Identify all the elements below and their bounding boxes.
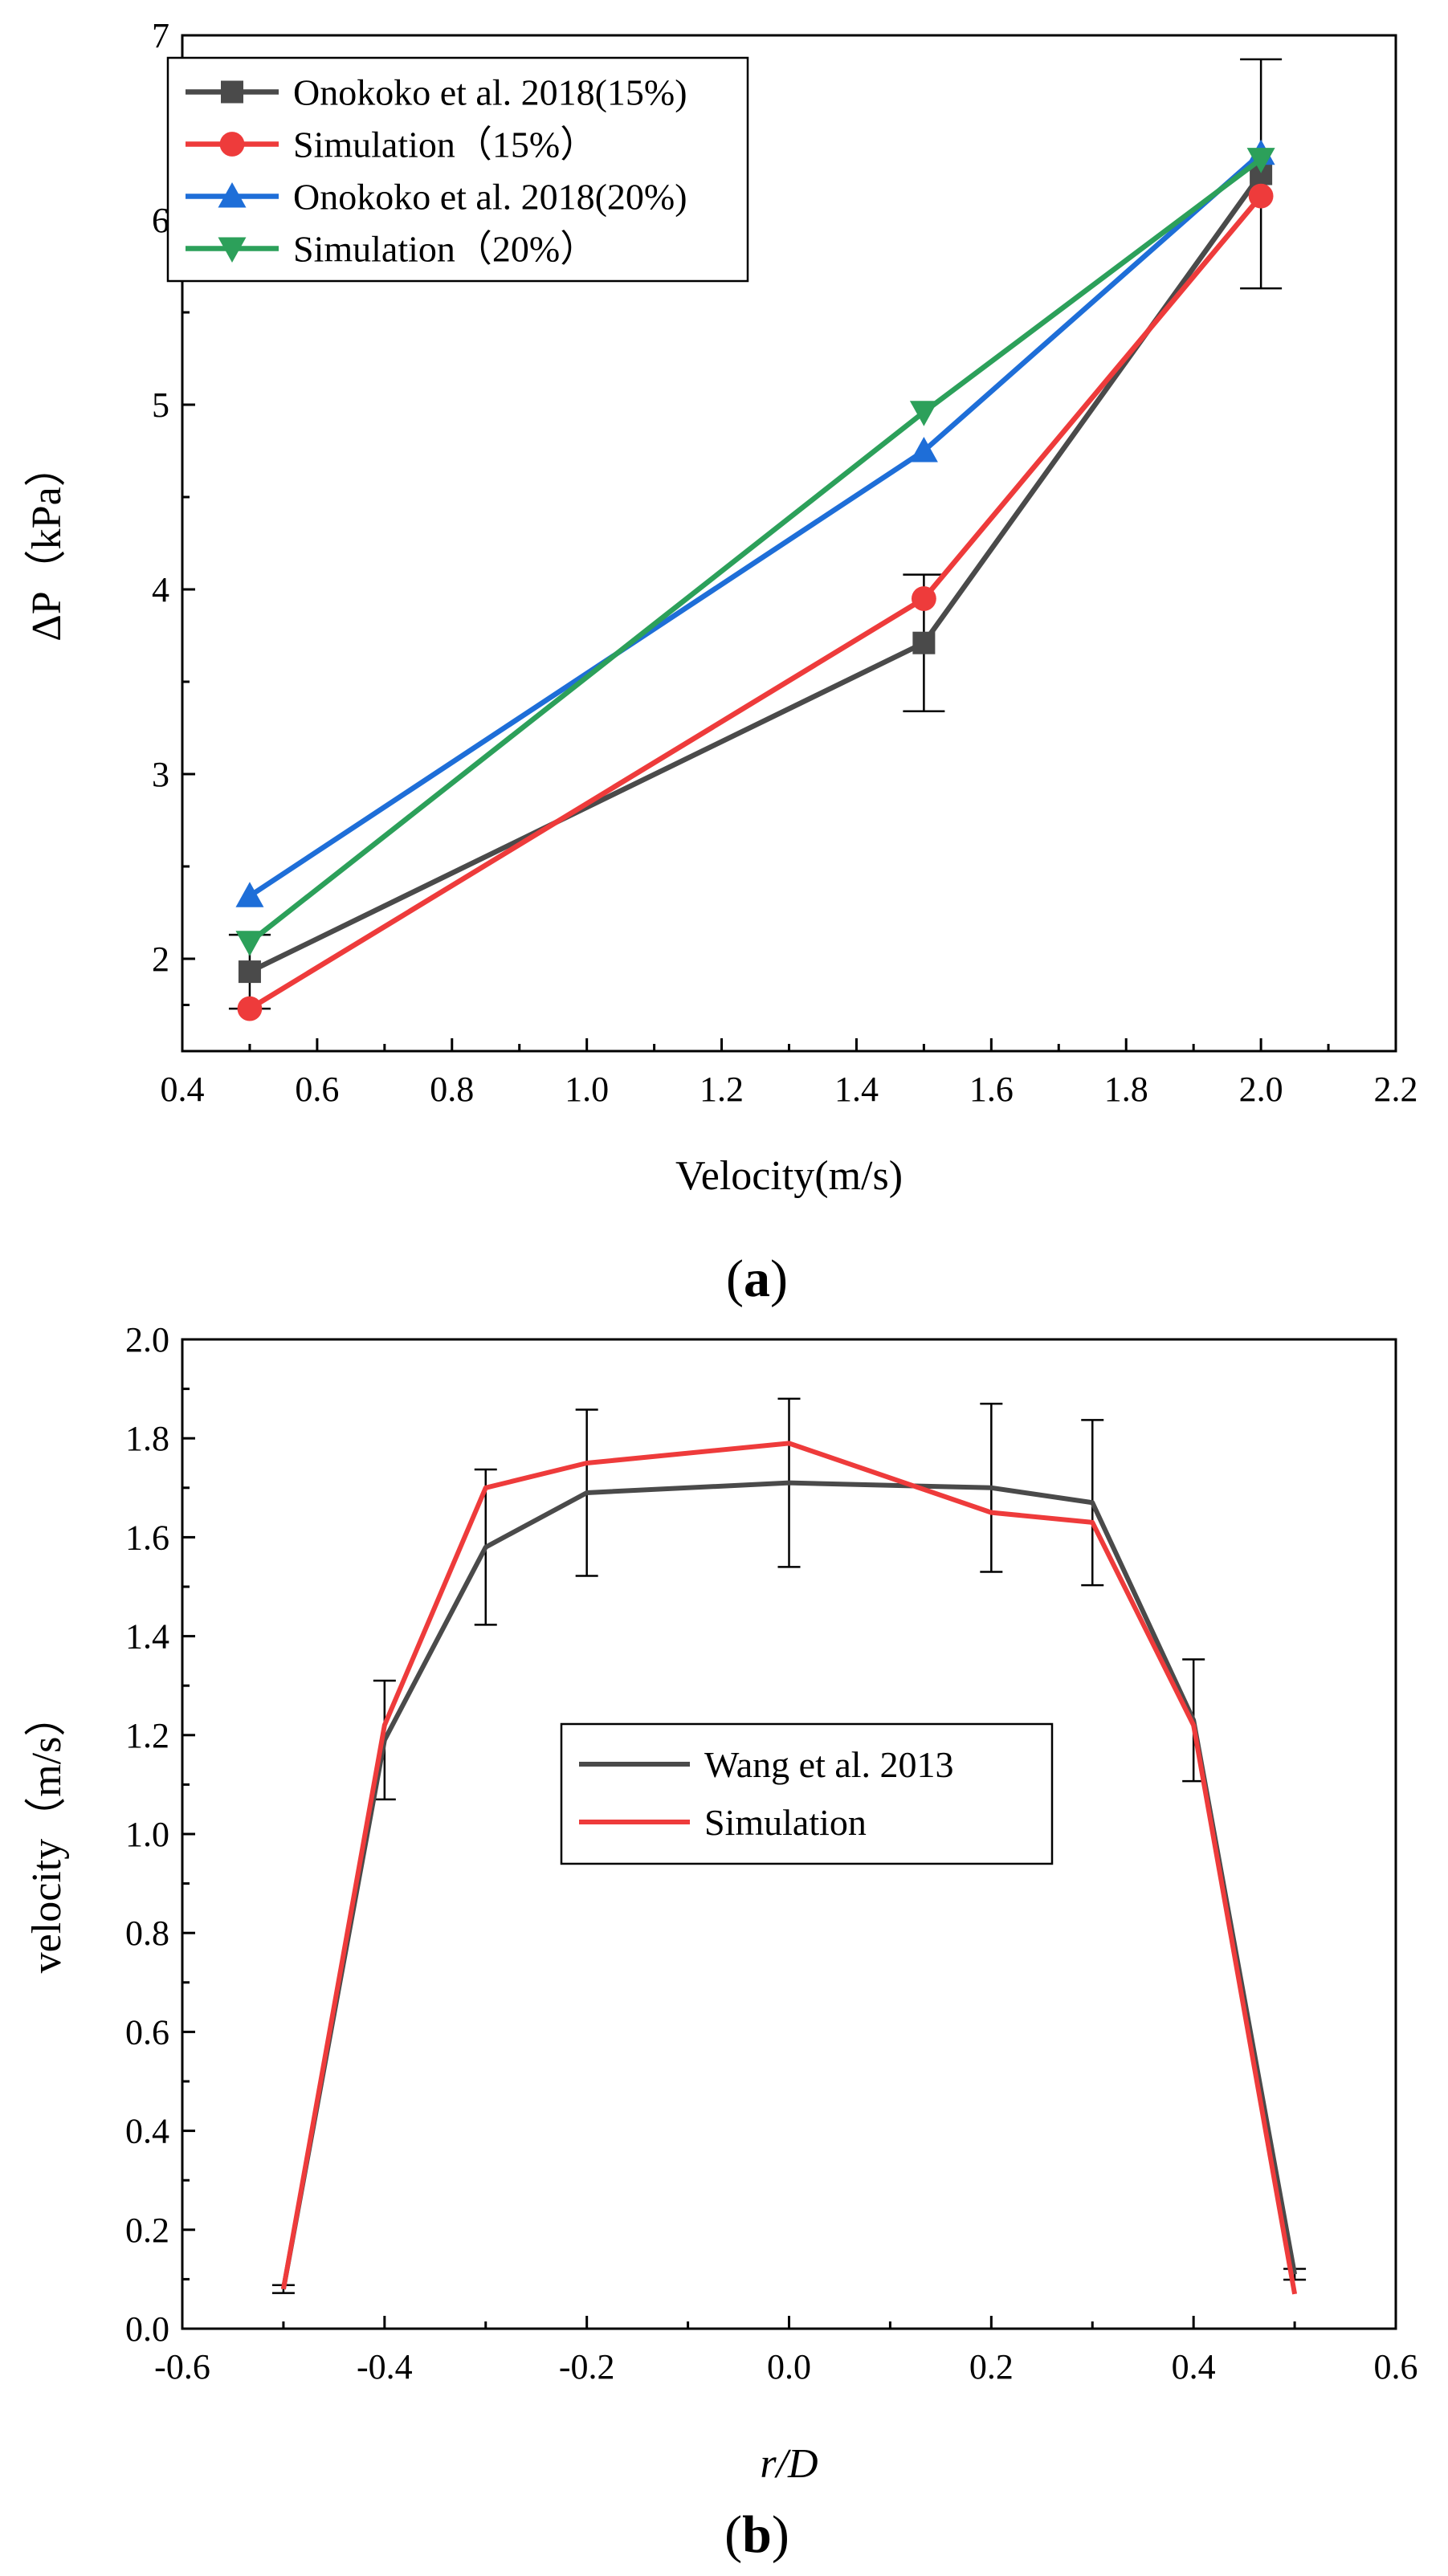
a-ticks: 0.4 0.6 0.8 1.0 1.2 1.4 1.6 1.8 2.0 2.2 2 3 4 5 6 7	[152, 16, 1418, 1109]
a-legend-label: Onokoko et al. 2018(20%)	[293, 177, 687, 218]
b-x-tick-label: -0.2	[559, 2347, 615, 2386]
a-legend-label: Simulation（20%）	[293, 229, 597, 270]
a-x-tick-label: 1.6	[969, 1070, 1014, 1109]
a-x-tick-label: 0.6	[295, 1070, 339, 1109]
b-legend-item: Simulation	[579, 1802, 867, 1843]
a-y-tick-label: 3	[152, 755, 169, 794]
a-series-1	[237, 183, 1274, 1021]
b-panel-label: (b)	[724, 2505, 789, 2564]
a-plot-frame	[181, 34, 1397, 1053]
b-y-tick-label: 0.4	[125, 2112, 169, 2151]
b-legend: Wang et al. 2013 Simulation	[560, 1722, 1054, 1865]
a-series	[228, 58, 1283, 1021]
a-x-tick-label: 0.8	[430, 1070, 474, 1109]
a-series-line	[248, 194, 1263, 1011]
a-x-tick-label: 1.2	[700, 1070, 744, 1109]
b-y-tick-label: 1.4	[125, 1617, 169, 1657]
b-y-tick-label: 1.0	[125, 1815, 169, 1854]
b-ticks: -0.6 -0.4 -0.2 0.0 0.2 0.4 0.6 0.0 0.2 0.4 0.6 0.8 1…	[125, 1320, 1418, 2386]
b-y-axis-label: velocity（m/s）	[24, 1695, 70, 1974]
b-y-tick-label: 1.6	[125, 1518, 169, 1557]
a-legend-box	[166, 56, 749, 283]
a-x-tick-label: 0.4	[161, 1070, 205, 1109]
b-x-tick-label: -0.6	[154, 2347, 210, 2386]
a-y-tick-label: 4	[152, 570, 169, 609]
a-legend-item: Onokoko et al. 2018(20%)	[186, 177, 687, 218]
b-series-1	[280, 1441, 1298, 2295]
a-data-point	[238, 960, 261, 984]
a-y-axis-label: ΔP（kPa）	[24, 445, 70, 641]
a-data-point	[909, 437, 938, 463]
b-y-tick-label: 1.2	[125, 1716, 169, 1755]
a-x-tick-label: 1.0	[565, 1070, 609, 1109]
a-legend: Onokoko et al. 2018(15%) Simulation（15%） O…	[166, 56, 749, 283]
a-y-tick-label: 7	[152, 16, 169, 55]
b-series-line	[280, 1480, 1298, 2290]
b-legend-box	[560, 1722, 1054, 1865]
a-data-point	[912, 631, 936, 654]
a-y-tick-label: 2	[152, 940, 169, 979]
b-series-line	[280, 1441, 1298, 2295]
b-y-tick-label: 0.2	[125, 2211, 169, 2250]
b-y-tick-label: 2.0	[125, 1320, 169, 1359]
b-series	[271, 1397, 1307, 2295]
b-x-tick-label: -0.4	[357, 2347, 413, 2386]
b-x-tick-label: 0.2	[969, 2347, 1014, 2386]
a-x-axis-label: Velocity(m/s)	[675, 1153, 903, 1199]
b-legend-label: Simulation	[704, 1802, 867, 1843]
a-data-point	[909, 401, 938, 426]
a-legend-marker	[218, 237, 247, 263]
a-data-point	[235, 882, 264, 907]
a-legend-item: Onokoko et al. 2018(15%)	[186, 72, 687, 113]
a-data-point	[1246, 148, 1275, 173]
b-y-tick-label: 1.8	[125, 1419, 169, 1458]
a-panel-label: (a)	[726, 1249, 788, 1308]
b-legend-item: Wang et al. 2013	[579, 1744, 954, 1785]
a-series-3	[235, 148, 1275, 956]
a-y-tick-label: 5	[152, 385, 169, 425]
b-x-tick-label: 0.6	[1374, 2347, 1418, 2386]
b-y-tick-label: 0.8	[125, 1914, 169, 1953]
a-legend-marker	[221, 80, 243, 104]
a-x-tick-label: 1.8	[1104, 1070, 1148, 1109]
b-x-axis-label: r/D	[760, 2441, 818, 2487]
a-legend-label: Onokoko et al. 2018(15%)	[293, 72, 687, 113]
b-series-0	[271, 1397, 1307, 2294]
a-data-point	[1248, 183, 1274, 209]
a-y-tick-label: 6	[152, 201, 169, 240]
a-x-tick-label: 2.2	[1374, 1070, 1418, 1109]
b-y-tick-label: 0.0	[125, 2309, 169, 2349]
b-legend-label: Wang et al. 2013	[704, 1744, 954, 1785]
a-data-point	[235, 931, 264, 956]
a-data-point	[237, 996, 263, 1021]
chart-a: 0.4 0.6 0.8 1.0 1.2 1.4 1.6 1.8 2.0 2.2 2 3 4 5 6 7 Vel…	[24, 16, 1418, 1308]
a-legend-item: Simulation（15%）	[186, 124, 597, 165]
a-series-line	[248, 172, 1263, 975]
a-legend-item: Simulation（20%）	[186, 229, 597, 270]
a-legend-marker	[218, 182, 247, 208]
a-legend-label: Simulation（15%）	[293, 124, 597, 165]
a-x-tick-label: 1.4	[834, 1070, 879, 1109]
b-y-tick-label: 0.6	[125, 2012, 169, 2052]
chart-b: -0.6 -0.4 -0.2 0.0 0.2 0.4 0.6 0.0 0.2 0.4 0.6 0.8 1…	[24, 1320, 1418, 2564]
a-legend-marker	[219, 132, 245, 157]
b-x-tick-label: 0.0	[767, 2347, 811, 2386]
a-data-point	[911, 586, 936, 611]
b-x-tick-label: 0.4	[1172, 2347, 1216, 2386]
b-plot-frame	[181, 1338, 1397, 2330]
a-x-tick-label: 2.0	[1239, 1070, 1283, 1109]
